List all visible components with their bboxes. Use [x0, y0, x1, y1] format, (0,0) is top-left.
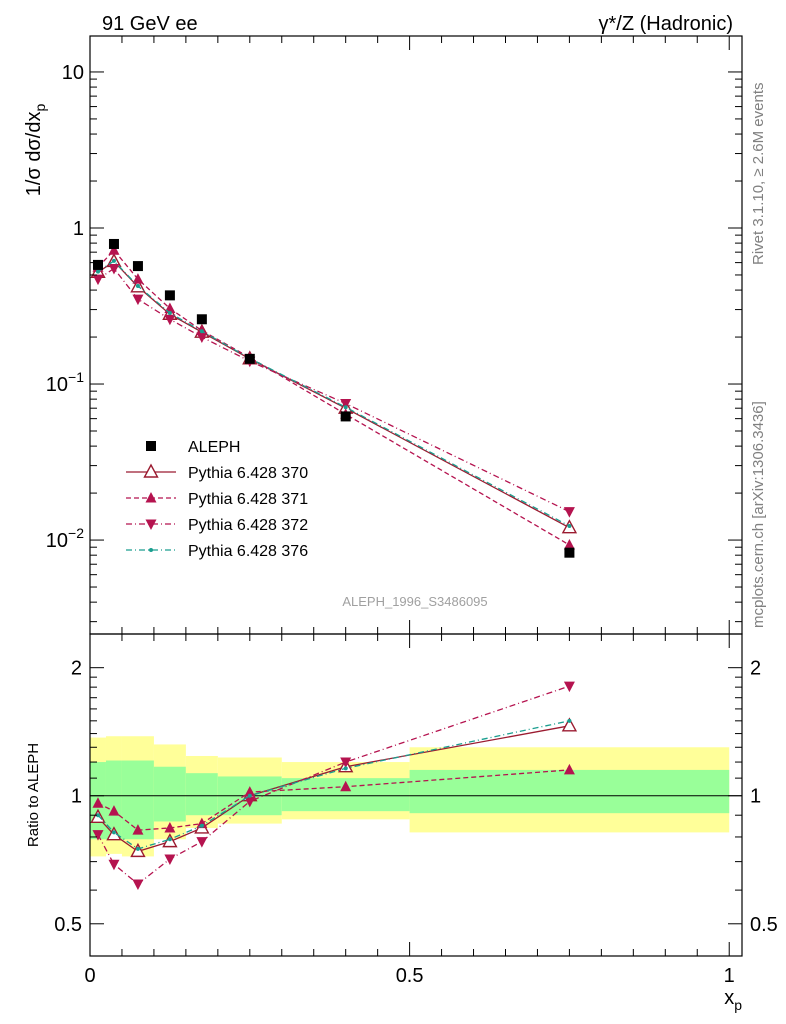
data-point-376 [199, 329, 204, 334]
y-tick-label: 10 [62, 62, 84, 84]
data-point-371 [92, 797, 104, 808]
ratio-y-tick-label: 0.5 [54, 914, 82, 936]
data-point-372 [145, 519, 157, 530]
data-point-aleph [564, 547, 575, 558]
data-point-372 [92, 274, 104, 286]
data-point-aleph [164, 290, 175, 301]
y-tick-label: 10−1 [46, 369, 84, 396]
ratio-y-tick-label-right: 2 [750, 658, 761, 680]
data-point-372 [108, 859, 120, 871]
data-point-372 [196, 332, 208, 344]
data-point-372 [164, 314, 176, 326]
stat-uncertainty-band [185, 773, 218, 816]
ratio-series-layer [90, 681, 578, 891]
data-point-376 [567, 718, 572, 723]
data-point-376 [247, 793, 252, 798]
data-point-376 [111, 258, 116, 263]
data-point-376 [343, 766, 348, 771]
data-point-372 [132, 294, 144, 306]
ratio-uncertainty-bands [90, 736, 742, 857]
data-point-371 [108, 244, 120, 255]
data-point-376 [167, 837, 172, 842]
data-point-376 [95, 813, 100, 818]
data-point-372 [563, 507, 575, 518]
legend-label: Pythia 6.428 376 [188, 543, 308, 560]
data-point-371 [145, 492, 157, 503]
data-point-371 [196, 817, 208, 829]
main-series-line [97, 260, 570, 527]
watermark: ALEPH_1996_S3486095 [342, 594, 487, 609]
data-point-376 [343, 405, 348, 410]
y-tick-label: 10−2 [46, 525, 84, 552]
ratio-y-tick-label-right: 1 [750, 786, 761, 808]
stat-uncertainty-band [153, 766, 186, 822]
data-point-371 [563, 763, 575, 775]
legend-label: ALEPH [188, 439, 240, 456]
ratio-plot-frame [89, 633, 743, 957]
data-point-372 [340, 399, 352, 410]
legend-label: Pythia 6.428 371 [188, 491, 308, 508]
data-point-371 [108, 805, 120, 816]
data-point-372 [244, 796, 256, 808]
data-point-aleph [340, 411, 351, 422]
data-point-372 [563, 681, 575, 693]
data-point-376 [111, 830, 116, 835]
data-point-aleph [132, 261, 143, 272]
data-point-aleph [196, 314, 207, 325]
data-point-371 [164, 821, 176, 833]
ratio-series-line [97, 769, 570, 831]
data-point-376 [95, 269, 100, 274]
data-point-376 [135, 283, 140, 288]
data-point-372 [164, 854, 176, 866]
data-point-372 [108, 264, 120, 275]
data-point-371 [132, 273, 144, 284]
data-point-371 [563, 538, 575, 550]
axes-layer: 0 0.5 1 10 1 10−1 10−2 2 2 1 1 0.5 0.5 1/σ dσ/dxp Rati… [23, 35, 778, 1013]
main-series-line [97, 249, 570, 546]
data-point-376 [149, 548, 153, 552]
main-series-line [97, 267, 570, 513]
data-point-372 [92, 830, 104, 841]
data-point-aleph [92, 259, 103, 270]
ratio-y-tick-label: 2 [71, 658, 82, 680]
main-y-axis-label: 1/σ dσ/dxp [23, 104, 48, 197]
data-point-370 [561, 717, 578, 732]
x-axis-label: xp [724, 987, 742, 1013]
rivet-label: Rivet 3.1.10, ≥ 2.6M events [750, 83, 767, 266]
data-point-372 [340, 757, 352, 769]
legend-label: Pythia 6.428 370 [188, 465, 308, 482]
data-point-372 [196, 837, 208, 848]
legend-label: Pythia 6.428 372 [188, 517, 308, 534]
header-right-label: γ*/Z (Hadronic) [599, 13, 733, 35]
data-point-376 [199, 823, 204, 828]
data-point-376 [567, 524, 572, 529]
x-tick-label: 0 [84, 965, 95, 987]
x-tick-label: 1 [724, 965, 735, 987]
data-point-370 [143, 463, 159, 478]
data-point-376 [135, 846, 140, 851]
y-tick-label: 1 [73, 218, 84, 240]
main-series-layer [90, 238, 578, 558]
data-point-376 [167, 311, 172, 316]
stat-uncertainty-band [105, 760, 122, 840]
data-point-aleph [108, 238, 119, 249]
data-point-371 [132, 824, 144, 835]
data-point-372 [132, 879, 144, 891]
ratio-y-tick-label-right: 0.5 [750, 914, 778, 936]
ratio-y-tick-label: 1 [71, 786, 82, 808]
ratio-series-line [97, 685, 570, 885]
data-point-aleph [146, 441, 156, 451]
ratio-y-axis-label: Ratio to ALEPH [25, 743, 42, 847]
mcplots-label: mcplots.cern.ch [arXiv:1306.3436] [750, 401, 767, 628]
ratio-series-line [97, 720, 570, 850]
header-left-label: 91 GeV ee [102, 13, 198, 35]
stat-uncertainty-band [409, 769, 730, 814]
data-point-371 [340, 780, 352, 792]
data-point-371 [244, 786, 256, 797]
data-point-aleph [244, 353, 255, 364]
x-tick-label: 0.5 [396, 965, 424, 987]
legend: ALEPH Pythia 6.428 370 Pythia 6.428 371 Pyt… [126, 439, 308, 560]
